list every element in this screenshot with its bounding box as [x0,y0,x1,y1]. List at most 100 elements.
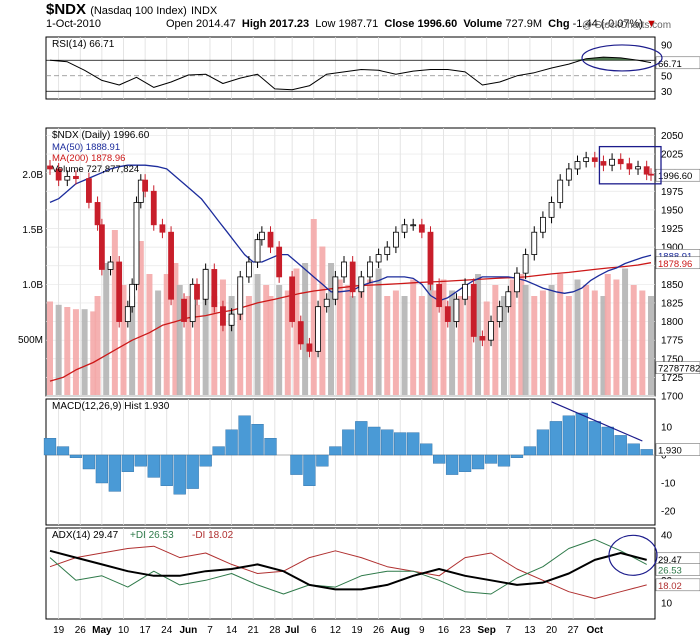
candle-body [228,313,235,326]
volume-bar [500,296,507,395]
adx-xtick-3: 10 [118,625,130,636]
macd-hist-bar [523,446,537,456]
candle-body [211,269,218,308]
candle-body [591,157,598,162]
rsi-legend: RSI(14) 66.71 [52,39,115,50]
candle-body [181,298,187,322]
macd-hist-bar [562,415,575,456]
volume-bar [336,279,343,395]
candle-body [332,276,339,300]
volume-last-value-box [655,361,700,374]
low-value: 1987.71 [338,18,379,30]
rsi-annotation-ellipse [581,44,663,72]
adx-xtick-22: 13 [524,625,536,636]
macd-hist-bar [238,415,251,456]
macd-hist-bar [601,426,614,456]
adx-xtick-4: 17 [140,625,152,636]
candle-body [401,224,408,233]
open-value: 2014.47 [195,18,236,30]
macd-hist-bar [394,432,407,456]
volume-bar [172,263,179,395]
volume-bar [639,290,646,395]
price-ytick-6: 1900 [661,243,684,254]
macd-hist-bar [108,454,121,492]
volume-bar [176,285,183,395]
macd-ytick-0: 10 [661,423,673,434]
candle-body [648,173,654,176]
volume-bar [111,230,118,395]
plus-di-legend: +DI 26.53 [130,530,174,541]
volume-bar [81,309,88,395]
rsi-ytick-0: 90 [661,40,673,51]
adx-xtick-8: 14 [226,625,238,636]
adx-xtick-16: Aug [390,625,409,636]
candle-body [254,239,261,263]
volume-bar [345,285,352,395]
volume-bar [267,296,274,395]
candle-body [168,231,174,300]
candle-body [496,306,503,322]
price-ytick-11: 1775 [661,336,684,347]
down-arrow-icon: ▼ [645,18,657,30]
macd-hist-bar [420,443,433,456]
volume-bar [137,241,144,395]
candle-body [297,321,304,345]
adx-xtick-23: 20 [546,625,558,636]
adx-ytick-3: 10 [661,599,673,610]
volume-bar [55,304,62,395]
macd-hist-bar [640,449,653,456]
macd-hist-bar [536,429,550,456]
macd-hist-bar [173,454,186,495]
volume-bar [518,274,525,395]
candle-body [47,165,53,170]
volume-bar [129,296,136,395]
candle-body [276,246,283,278]
macd-ytick-3: -20 [661,507,676,518]
candle-body [453,298,460,322]
price-ytick-9: 1825 [661,298,684,309]
candle-body [98,224,105,270]
volume-bar [509,279,516,395]
macd-hist-bar [212,446,225,456]
macd-hist-bar [264,438,277,456]
price-last-close-box [655,168,700,182]
exchange: INDX [190,5,218,17]
macd-legend: MACD(12,26,9) Hist 1.930 [52,401,170,412]
volume-bar [155,290,162,395]
candle-body [124,306,131,322]
price-ytick-4: 1950 [661,205,684,216]
adx-xtick-15: 26 [373,625,385,636]
volume-bar [349,296,356,395]
macd-hist-bar [160,454,173,486]
adx-xtick-24: 27 [568,625,580,636]
macd-panel [45,398,656,526]
price-ytick-12: 1750 [661,354,684,365]
macd-hist-bar [95,454,109,484]
plus-di-last-value-box [655,563,700,576]
volume-bar [64,307,71,395]
volume-bar [284,290,291,395]
volume-bar [522,285,529,395]
candle-body [384,246,391,255]
macd-hist-bar [549,421,563,456]
rsi-panel [45,36,656,100]
candle-body [73,175,79,180]
macd-hist-bar [445,454,459,475]
price-ytick-8: 1850 [661,280,684,291]
macd-hist-bar [147,454,160,478]
volume-bar [427,285,434,395]
candle-body [583,157,590,162]
close-value: 1996.60 [417,18,458,30]
volume-bar [219,279,226,395]
volume-bar [392,290,399,395]
chg-label: Chg [548,18,570,30]
candle-body [522,254,529,274]
volume-bar [591,290,598,395]
volume-bar [466,296,473,395]
macd-hist-bar [290,454,303,475]
volume-bar [600,296,607,395]
volume-bar [401,296,408,395]
adx-xtick-7: 7 [207,625,213,636]
macd-ytick-1: 0 [661,451,667,462]
